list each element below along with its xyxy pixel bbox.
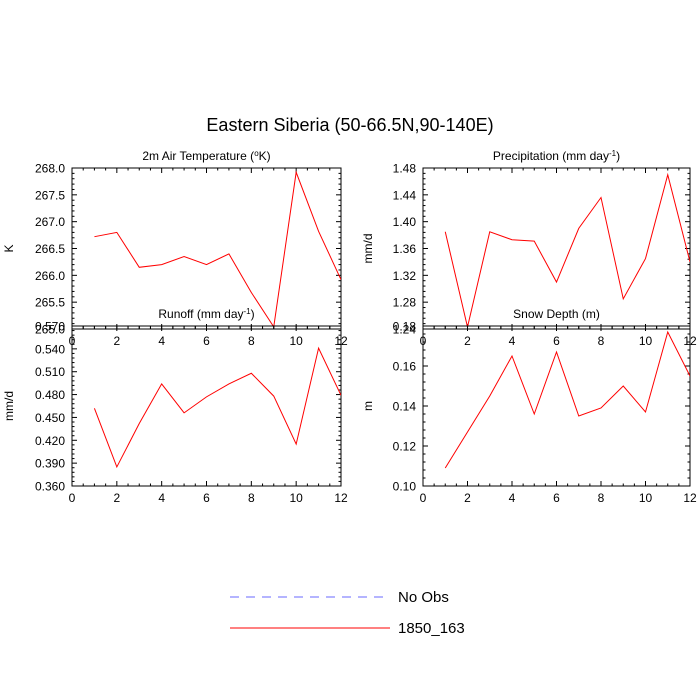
- series-line: [444, 330, 690, 469]
- y-tick-label: 268.0: [35, 162, 65, 176]
- figure-title: Eastern Siberia (50-66.5N,90-140E): [206, 115, 493, 135]
- x-tick-label: 8: [248, 334, 255, 348]
- x-tick-label: 6: [553, 491, 560, 505]
- y-tick-label: 0.540: [35, 342, 65, 356]
- y-tick-label: 1.40: [393, 215, 417, 229]
- y-tick-label: 0.390: [35, 457, 65, 471]
- y-tick-label: 266.0: [35, 269, 65, 283]
- x-tick-label: 12: [683, 491, 697, 505]
- y-tick-label: 0.10: [393, 480, 417, 494]
- y-tick-label: 0.570: [35, 320, 65, 334]
- chart-panel: 0 2 4 6 8 10 12265.0265.5266.0266.5267.0267.52…: [2, 149, 348, 349]
- x-tick-label: 10: [289, 491, 303, 505]
- y-axis-label: mm/d: [2, 391, 16, 421]
- plot-frame: [422, 325, 691, 487]
- legend: No Obs 1850_163: [230, 589, 465, 637]
- x-tick-label: 0: [69, 491, 76, 505]
- x-tick-label: 2: [464, 334, 471, 348]
- y-tick-label: 0.12: [393, 440, 417, 454]
- y-tick-label: 0.450: [35, 411, 65, 425]
- y-tick-label: 0.360: [35, 480, 65, 494]
- legend-label: No Obs: [398, 589, 449, 606]
- y-tick-label: 0.480: [35, 388, 65, 402]
- chart-panel: 0 2 4 6 8 10 12 0.10 0.12 0.14 0.16 0.18 m Snow Depth…: [361, 307, 697, 505]
- x-tick-label: 4: [509, 334, 516, 348]
- series-line: [94, 170, 341, 329]
- y-tick-label: 0.18: [393, 320, 417, 334]
- x-tick-label: 4: [158, 334, 165, 348]
- y-tick-label: 1.36: [393, 242, 417, 256]
- y-tick-label: 1.32: [393, 269, 417, 283]
- x-tick-label: 12: [334, 491, 348, 505]
- x-tick-label: 6: [553, 334, 560, 348]
- x-tick-label: 2: [113, 491, 120, 505]
- y-tick-label: 0.16: [393, 360, 417, 374]
- y-tick-label: 0.14: [393, 400, 417, 414]
- x-tick-label: 6: [203, 491, 210, 505]
- x-tick-label: 10: [289, 334, 303, 348]
- legend-label: 1850_163: [398, 620, 465, 637]
- y-tick-label: 0.420: [35, 434, 65, 448]
- x-tick-label: 8: [248, 491, 255, 505]
- panel-title: Runoff (mm day-1): [158, 307, 254, 322]
- panels: 0 2 4 6 8 10 12 265.0 265.5 266.0 266.5 267.0 267.5 2…: [2, 149, 697, 506]
- y-tick-label: 266.5: [35, 242, 65, 256]
- series-line: [93, 346, 341, 469]
- x-tick-label: 10: [639, 334, 653, 348]
- y-tick-label: 267.5: [35, 188, 65, 202]
- panel-title: Precipitation (mm day-1): [493, 149, 620, 164]
- y-axis-label: mm/d: [361, 234, 375, 264]
- y-tick-label: 265.5: [35, 296, 65, 310]
- x-tick-label: 4: [158, 491, 165, 505]
- x-tick-label: 2: [113, 334, 120, 348]
- y-tick-label: 1.24: [393, 323, 417, 337]
- chart-panel: 0 2 4 6 8 10 12 0.360 0.390 0.420 0.450 0.480 0.510 0…: [2, 307, 348, 506]
- x-tick-label: 0: [420, 491, 427, 505]
- y-tick-label: 265.0: [35, 323, 65, 337]
- y-tick-label: 0.510: [35, 365, 65, 379]
- y-tick-label: 267.0: [35, 215, 65, 229]
- y-tick-label: 1.44: [393, 188, 417, 202]
- x-tick-label: 8: [598, 491, 605, 505]
- x-tick-label: 6: [203, 334, 210, 348]
- x-tick-label: 10: [639, 491, 653, 505]
- series-line: [444, 172, 690, 328]
- y-axis-label: m: [361, 401, 375, 411]
- panel-title: 2m Air Temperature (oK): [142, 149, 270, 164]
- x-tick-label: 4: [509, 491, 516, 505]
- plot-frame: [422, 167, 691, 330]
- y-axis-label: K: [2, 244, 16, 252]
- plot-frame: [71, 325, 342, 487]
- x-tick-label: 2: [464, 491, 471, 505]
- panel-title: Snow Depth (m): [513, 307, 600, 321]
- y-tick-label: 1.48: [393, 162, 417, 176]
- plot-frame: [71, 167, 342, 330]
- y-tick-label: 1.28: [393, 296, 417, 310]
- x-tick-label: 8: [598, 334, 605, 348]
